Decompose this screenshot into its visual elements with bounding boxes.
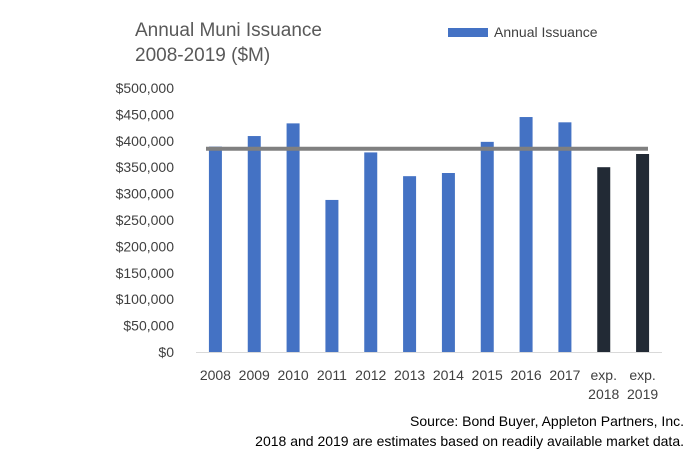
bar [636, 154, 650, 352]
chart-title: Annual Muni Issuance 2008-2019 ($M) [135, 18, 322, 68]
x-tick-label: 2009 [239, 367, 270, 383]
bar [558, 122, 572, 352]
y-tick-label: $200,000 [116, 238, 175, 254]
bar [325, 199, 339, 352]
y-tick-label: $150,000 [116, 265, 175, 281]
source-text: Source: Bond Buyer, Appleton Partners, I… [410, 413, 684, 429]
x-tick-label: 2013 [394, 367, 425, 383]
chart-legend: Annual Issuance [448, 24, 598, 40]
source-note: Source: Bond Buyer, Appleton Partners, I… [255, 411, 684, 451]
y-tick-label: $500,000 [116, 80, 175, 96]
x-tick-label: 2018 [588, 386, 619, 402]
x-tick-label: 2015 [472, 367, 503, 383]
chart-title-line-1: Annual Muni Issuance [135, 20, 322, 41]
bar [286, 123, 300, 352]
estimate-note: 2018 and 2019 are estimates based on rea… [255, 433, 684, 449]
y-tick-label: $0 [158, 344, 174, 360]
x-tick-label: 2010 [278, 367, 309, 383]
bar [519, 117, 533, 352]
x-tick-label: 2012 [355, 367, 386, 383]
x-tick-label: 2008 [200, 367, 231, 383]
x-tick-label: 2017 [549, 367, 580, 383]
bar [208, 146, 222, 352]
chart-title-line-2: 2008-2019 ($M) [135, 45, 271, 66]
legend-label: Annual Issuance [494, 24, 598, 40]
x-tick-label: 2019 [627, 386, 658, 402]
y-tick-label: $450,000 [116, 106, 175, 122]
y-tick-label: $50,000 [123, 318, 174, 334]
bar [364, 152, 378, 352]
x-tick-label: 2014 [433, 367, 464, 383]
x-tick-label: 2016 [511, 367, 542, 383]
y-tick-label: $250,000 [116, 212, 175, 228]
bar [403, 176, 417, 352]
legend-swatch [448, 27, 488, 37]
y-tick-label: $350,000 [116, 159, 175, 175]
bar [441, 173, 455, 352]
bar [480, 141, 494, 352]
y-tick-label: $400,000 [116, 133, 175, 149]
y-tick-label: $100,000 [116, 291, 175, 307]
x-tick-label: exp. [591, 367, 617, 383]
x-tick-label: exp. [629, 367, 655, 383]
x-tick-label: 2011 [317, 367, 347, 383]
bar [247, 136, 261, 352]
bar [597, 167, 611, 352]
y-tick-label: $300,000 [116, 186, 175, 202]
